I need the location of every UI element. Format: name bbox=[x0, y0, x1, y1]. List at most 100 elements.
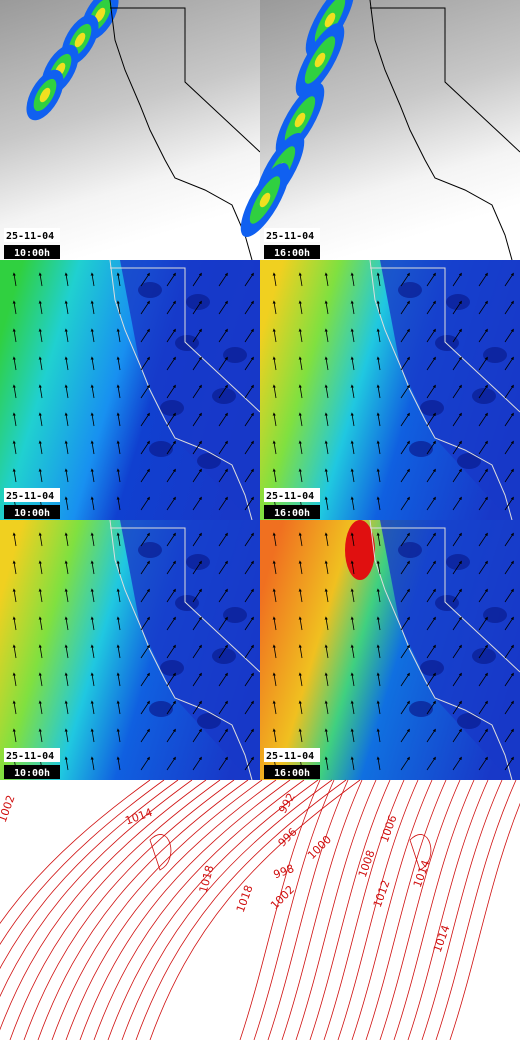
wind-arrow bbox=[192, 272, 202, 287]
date-box bbox=[4, 748, 60, 762]
wind-arrow bbox=[38, 468, 43, 483]
wind-arrow bbox=[12, 300, 17, 315]
map-panel: 25-11-04 10:00h bbox=[4, 228, 60, 259]
wind-patch bbox=[446, 554, 470, 570]
wind-arrow bbox=[376, 468, 381, 483]
wind-arrow bbox=[140, 700, 150, 715]
wind-arrow bbox=[452, 412, 462, 427]
wind-arrow bbox=[298, 328, 303, 343]
time-box bbox=[264, 765, 320, 779]
wind-arrow bbox=[64, 728, 69, 743]
time-label: 10:00h bbox=[14, 768, 50, 779]
wind-arrow bbox=[192, 588, 202, 603]
state-border bbox=[110, 7, 261, 153]
map-panel: 25-11-04 16:00h bbox=[264, 228, 320, 259]
wind-arrow bbox=[218, 384, 228, 399]
isobar bbox=[323, 779, 405, 1040]
isobar bbox=[135, 779, 347, 1040]
wind-patch bbox=[197, 713, 221, 729]
wind-arrow bbox=[116, 496, 121, 511]
wind-arrow bbox=[38, 272, 43, 287]
date-box bbox=[4, 228, 60, 242]
isobar bbox=[337, 779, 419, 1040]
wind-arrow bbox=[452, 468, 462, 483]
wind-arrow bbox=[116, 356, 121, 371]
wind-arrow bbox=[272, 532, 277, 547]
wind-arrow bbox=[452, 756, 462, 771]
wind-arrow bbox=[140, 496, 150, 511]
wind-arrow bbox=[324, 328, 329, 343]
isobar bbox=[435, 779, 517, 1040]
rain-core bbox=[94, 7, 106, 23]
wind-arrow bbox=[192, 440, 202, 455]
wind-arrow bbox=[478, 496, 488, 511]
wind-arrow bbox=[140, 560, 150, 575]
wind-arrow bbox=[452, 328, 462, 343]
wind-arrow bbox=[64, 560, 69, 575]
map-panel bbox=[0, 0, 261, 261]
wind-arrow bbox=[400, 700, 410, 715]
wind-arrow bbox=[478, 700, 488, 715]
wind-arrow bbox=[64, 356, 69, 371]
wind-arrow bbox=[244, 328, 254, 343]
wind-arrow bbox=[38, 700, 43, 715]
wind-arrow bbox=[140, 356, 150, 371]
wind-arrow bbox=[244, 700, 254, 715]
wind-arrow bbox=[64, 440, 69, 455]
wind-arrow bbox=[452, 356, 462, 371]
wind-arrow bbox=[90, 616, 95, 631]
wind-arrow bbox=[140, 672, 150, 687]
wind-arrow bbox=[452, 384, 462, 399]
wind-arrow bbox=[64, 412, 69, 427]
isobar bbox=[9, 779, 221, 1040]
wind-arrow bbox=[452, 588, 462, 603]
wind-arrow bbox=[350, 384, 355, 399]
isobar bbox=[0, 779, 207, 1031]
wind-arrow bbox=[400, 728, 410, 743]
wind-arrow bbox=[504, 328, 514, 343]
wind-arrow bbox=[400, 496, 410, 511]
wind-arrow bbox=[272, 356, 277, 371]
wind-arrow bbox=[218, 756, 228, 771]
wind-arrow bbox=[350, 328, 355, 343]
wind-arrow bbox=[426, 384, 436, 399]
wind-arrow bbox=[166, 300, 176, 315]
isobar bbox=[393, 779, 475, 1040]
time-label: 16:00h bbox=[274, 248, 310, 259]
wind-arrow bbox=[350, 412, 355, 427]
wind-arrow bbox=[244, 728, 254, 743]
wind-arrow bbox=[244, 468, 254, 483]
wind-arrow bbox=[116, 412, 121, 427]
wind-arrow bbox=[12, 728, 17, 743]
wind-arrow bbox=[244, 440, 254, 455]
wind-arrow bbox=[244, 300, 254, 315]
wind-patch bbox=[138, 282, 162, 298]
isobar bbox=[23, 779, 235, 1040]
wind-arrow bbox=[376, 496, 381, 511]
wind-arrow bbox=[244, 384, 254, 399]
wind-arrow bbox=[12, 644, 17, 659]
isobar bbox=[253, 779, 335, 1040]
date-box bbox=[264, 488, 320, 502]
isobar-label: 1014 bbox=[431, 923, 453, 954]
wind-arrow bbox=[12, 560, 17, 575]
wind-arrow bbox=[478, 728, 488, 743]
time-label: 16:00h bbox=[274, 768, 310, 779]
wind-arrow bbox=[376, 440, 381, 455]
wind-arrow bbox=[324, 700, 329, 715]
wind-arrow bbox=[64, 588, 69, 603]
wind-arrow bbox=[116, 644, 121, 659]
wind-arrow bbox=[376, 700, 381, 715]
wind-arrow bbox=[452, 532, 462, 547]
wind-arrow bbox=[504, 356, 514, 371]
wind-arrow bbox=[90, 272, 95, 287]
wind-arrow bbox=[452, 700, 462, 715]
wind-arrow bbox=[400, 588, 410, 603]
wind-arrow bbox=[90, 588, 95, 603]
wind-arrow bbox=[140, 588, 150, 603]
wind-arrow bbox=[350, 300, 355, 315]
time-box bbox=[264, 505, 320, 519]
wind-arrow bbox=[324, 440, 329, 455]
wind-arrow bbox=[350, 700, 355, 715]
wind-arrow bbox=[166, 468, 176, 483]
